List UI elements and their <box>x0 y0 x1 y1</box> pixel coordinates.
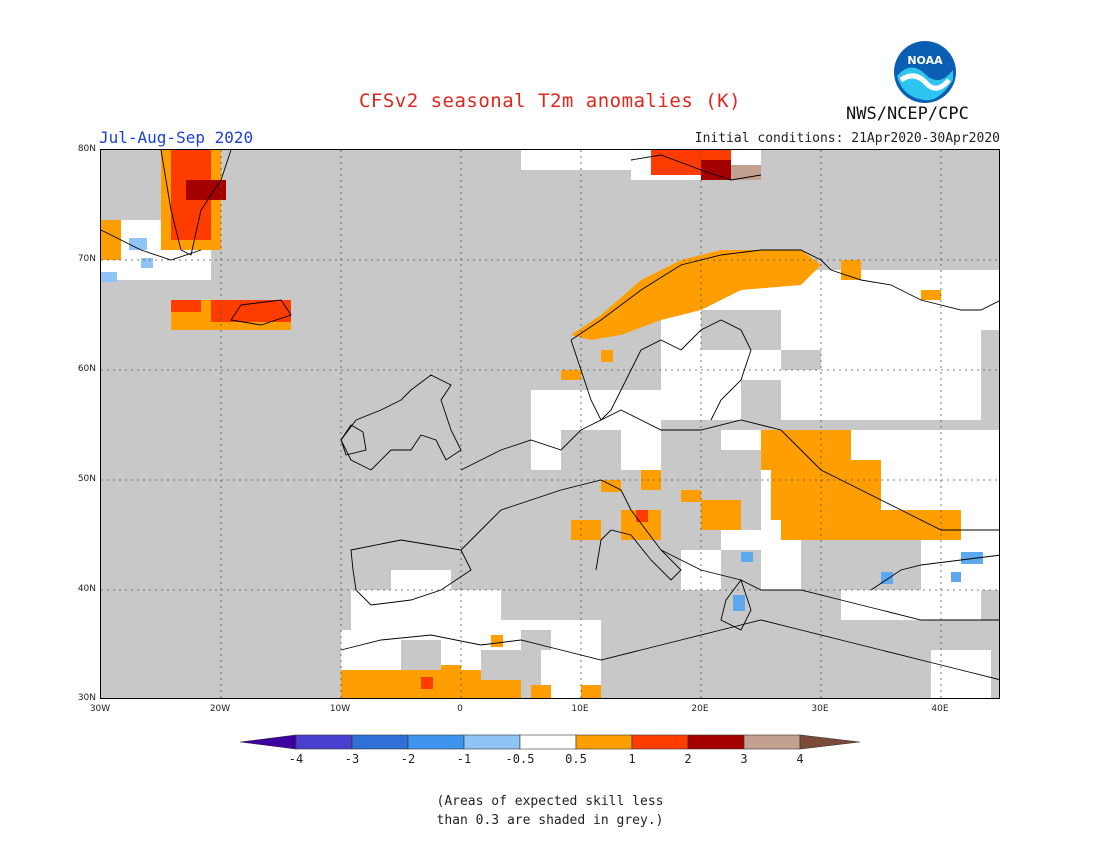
colorbar-cell <box>351 734 409 750</box>
chart-title: CFSv2 seasonal T2m anomalies (K) <box>358 90 742 112</box>
colorbar-cell <box>519 734 577 750</box>
lon-label: 0 <box>457 704 463 714</box>
lat-label: 70N <box>77 254 96 264</box>
colorbar-arrow-high <box>799 734 860 750</box>
north-africa-warm <box>341 635 601 698</box>
skill-note-line1: (Areas of expected skill less <box>436 794 664 809</box>
lat-label: 50N <box>77 474 96 484</box>
skill-note: (Areas of expected skill less than 0.3 a… <box>0 792 1100 830</box>
svalbard <box>631 150 761 180</box>
lon-label: 30W <box>89 704 111 714</box>
agency-label: NWS/NCEP/CPC <box>846 104 969 124</box>
colorbar-label: -2 <box>400 752 416 766</box>
colorbar-label: -4 <box>288 752 304 766</box>
lat-label: 60N <box>77 364 96 374</box>
colorbar-label: 0.5 <box>565 752 587 766</box>
coastlines <box>101 150 999 680</box>
eastern-europe-warm <box>571 430 961 540</box>
initial-conditions-label: Initial conditions: 21Apr2020-30Apr2020 <box>694 131 1000 146</box>
colorbar-cell <box>631 734 689 750</box>
map-canvas <box>101 150 999 698</box>
lon-label: 10E <box>571 704 589 714</box>
colorbar <box>240 734 860 750</box>
colorbar-arrow-low <box>240 734 297 750</box>
lon-label: 20W <box>209 704 231 714</box>
svg-text:NOAA: NOAA <box>907 54 943 67</box>
colorbar-cell <box>743 734 801 750</box>
colorbar-label: 3 <box>740 752 748 766</box>
near-normal-areas <box>341 150 999 698</box>
season-label: Jul-Aug-Sep 2020 <box>99 128 254 147</box>
lon-label: 30E <box>811 704 829 714</box>
colorbar-cell <box>295 734 353 750</box>
iceland <box>171 300 291 330</box>
colorbar-label: 4 <box>796 752 804 766</box>
lat-label: 80N <box>77 144 96 154</box>
lon-label: 40E <box>931 704 949 714</box>
skill-note-line2: than 0.3 are shaded in grey.) <box>436 813 664 828</box>
lon-label: 20E <box>691 704 709 714</box>
greenland <box>101 150 226 282</box>
colorbar-label: -3 <box>344 752 360 766</box>
scandinavia-warm <box>561 250 941 380</box>
noaa-logo: NOAA <box>894 41 956 103</box>
lat-label: 30N <box>77 693 96 703</box>
colorbar-label: 1 <box>628 752 636 766</box>
colorbar-cell <box>575 734 633 750</box>
colorbar-cell <box>407 734 465 750</box>
anomaly-map <box>100 149 1000 699</box>
colorbar-cell <box>463 734 521 750</box>
lat-label: 40N <box>77 584 96 594</box>
lon-label: 10W <box>329 704 351 714</box>
colorbar-label: 2 <box>684 752 692 766</box>
graticule <box>101 150 999 698</box>
colorbar-label: -1 <box>456 752 472 766</box>
colorbar-label: -0.5 <box>505 752 535 766</box>
colorbar-cell <box>687 734 745 750</box>
